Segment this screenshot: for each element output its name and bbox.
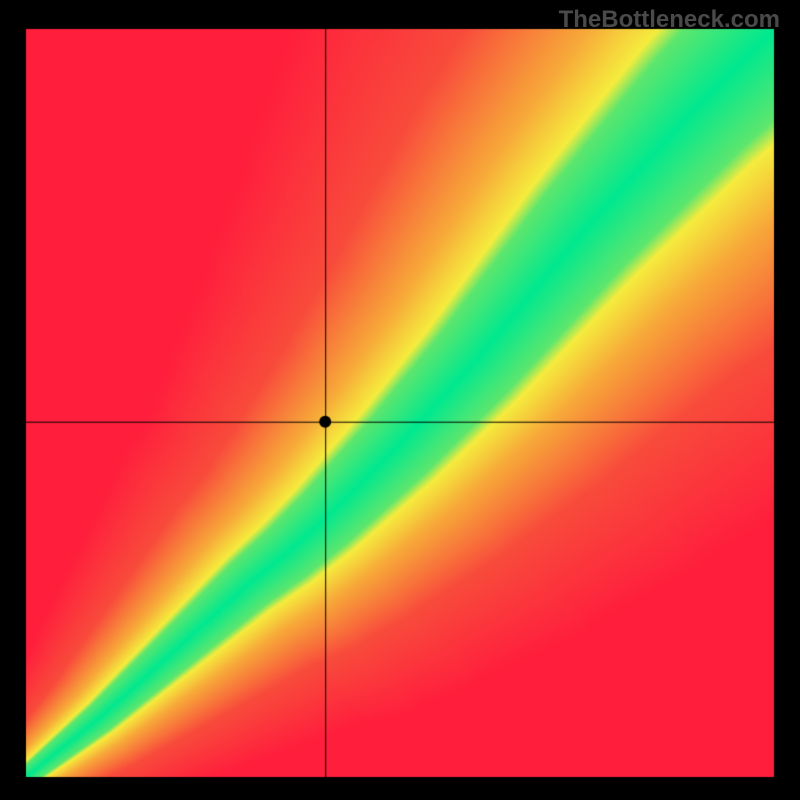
heatmap-canvas: [0, 0, 800, 800]
bottleneck-chart: TheBottleneck.com: [0, 0, 800, 800]
